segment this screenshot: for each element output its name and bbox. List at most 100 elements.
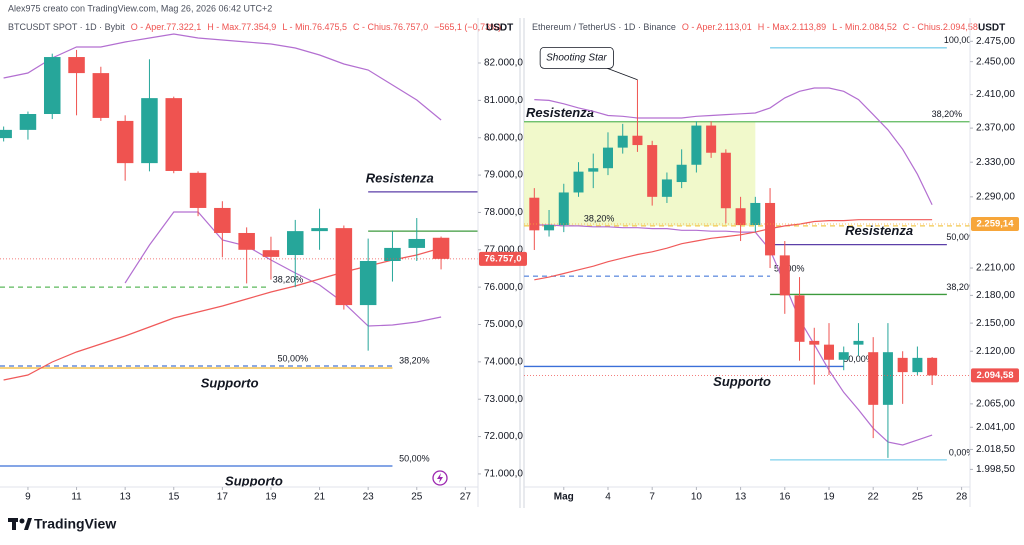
y-tick-label: 76.000,0	[484, 282, 523, 293]
axis-unit: USDT	[978, 23, 1005, 34]
candle-body	[779, 255, 790, 296]
candle-body	[912, 357, 923, 373]
level-label: Supporto	[713, 374, 771, 389]
y-tick-label: 77.000,0	[484, 244, 523, 255]
x-tick-label: 7	[649, 492, 655, 503]
candle-body	[720, 152, 731, 209]
x-tick-label: 25	[411, 492, 423, 503]
indicator-line	[124, 211, 442, 327]
candle-body	[853, 340, 864, 345]
x-tick-label: 10	[691, 492, 703, 503]
alert-icon	[432, 470, 448, 486]
candle-body	[214, 207, 231, 233]
candle-body	[68, 57, 85, 74]
candle-body	[286, 231, 304, 256]
ohlc-value: C - Chius.76.757,0	[353, 22, 428, 32]
candle-body	[735, 208, 746, 226]
x-tick-label: 13	[120, 492, 132, 503]
candle-body	[359, 260, 377, 306]
y-tick-label: 2.150,00	[976, 318, 1015, 329]
indicator-line	[534, 219, 933, 281]
candle-body	[868, 352, 879, 405]
x-tick-label: 25	[912, 492, 924, 503]
level-label: 50,00%	[946, 232, 977, 242]
candle-body	[335, 228, 353, 306]
candle-body	[43, 57, 61, 115]
ohlc-value: O - Aper.77.322,1	[131, 22, 202, 32]
candle-body	[141, 98, 158, 164]
y-tick-label: 2.450,00	[976, 56, 1015, 67]
candle-body	[661, 179, 672, 197]
last-price-tag	[971, 368, 1019, 383]
x-tick-label: 27	[460, 492, 472, 503]
candle-body	[765, 202, 776, 256]
level-label: 38,20%	[584, 213, 615, 223]
x-tick-label: 15	[168, 492, 180, 503]
candle-body	[573, 171, 584, 193]
candle-body	[897, 357, 908, 373]
y-tick-label: 81.000,0	[484, 95, 523, 106]
x-tick-label: 16	[779, 492, 791, 503]
y-tick-label: 2.330,00	[976, 157, 1015, 168]
candle-body	[262, 250, 280, 257]
price-change: −565,1 (−0,73%)	[434, 22, 501, 32]
candle-body	[882, 352, 893, 405]
candle-body	[238, 232, 255, 250]
y-tick-label: 79.000,0	[484, 170, 523, 181]
y-tick-label: 80.000,0	[484, 132, 523, 143]
y-tick-label: 2.041,00	[976, 422, 1015, 433]
x-tick-label: 19	[823, 492, 835, 503]
ohlc-value: L - Min.2.084,52	[832, 22, 897, 32]
y-tick-label: 2.370,00	[976, 123, 1015, 134]
plot: Resistenza 38,20% 50,00% Supporto 38,20% Supp…	[0, 33, 478, 488]
last-price-tag	[479, 251, 527, 266]
x-tick-label: Mag	[554, 492, 574, 503]
brand-logo	[8, 518, 32, 530]
y-tick-label: 71.000,0	[484, 469, 523, 480]
candle-body	[432, 237, 450, 259]
x-tick-label: 11	[71, 492, 82, 503]
y-tick-label: 1.998,50	[976, 464, 1015, 475]
ohlc-value: C - Chius.2.094,58	[903, 22, 978, 32]
last-price-tag-label: 2.094,58	[977, 370, 1014, 381]
level-label: Supporto	[225, 473, 283, 488]
y-tick-label: 2.210,00	[976, 263, 1015, 274]
brand: TradingView	[34, 516, 116, 532]
candle-body	[19, 114, 37, 130]
logo-part	[24, 518, 32, 530]
y-tick-label: 2.475,00	[976, 36, 1015, 47]
axis-unit: USDT	[486, 23, 513, 34]
x-tick-label: 28	[956, 492, 968, 503]
candle-body	[809, 340, 820, 345]
candle-body	[116, 120, 134, 164]
x-tick-label: 17	[217, 492, 229, 503]
y-tick-label: 75.000,0	[484, 319, 523, 330]
candle-body	[823, 344, 835, 360]
candle-body	[617, 135, 628, 148]
level-price-tag	[971, 216, 1019, 231]
annotation-pointer	[607, 67, 638, 81]
level-label: 38,20%	[273, 275, 304, 285]
candle-body	[706, 125, 717, 153]
level-label: 50,00%	[399, 453, 430, 463]
ohlc-value: H - Max.2.113,89	[758, 22, 826, 32]
y-tick-label: 78.000,0	[484, 207, 523, 218]
x-tick-label: 19	[265, 492, 277, 503]
y-tick-label: 73.000,0	[484, 394, 523, 405]
indicator-line	[534, 224, 933, 446]
x-tick-label: 4	[605, 492, 611, 503]
x-tick-label: 21	[314, 492, 326, 503]
level-label: 38,20%	[399, 355, 430, 365]
last-price-tag-label: 76.757,0	[485, 253, 522, 264]
candle-body	[838, 352, 849, 360]
x-tick-label: 22	[868, 492, 880, 503]
candle-body	[544, 225, 555, 231]
ohlc-value: H - Max.77.354,9	[207, 22, 276, 32]
candle-body	[632, 135, 643, 146]
level-label: Supporto	[201, 375, 259, 390]
indicator-line	[534, 87, 933, 205]
annotation-box	[539, 46, 614, 69]
logo-part	[12, 518, 16, 530]
level-label: 38,20%	[932, 109, 963, 119]
